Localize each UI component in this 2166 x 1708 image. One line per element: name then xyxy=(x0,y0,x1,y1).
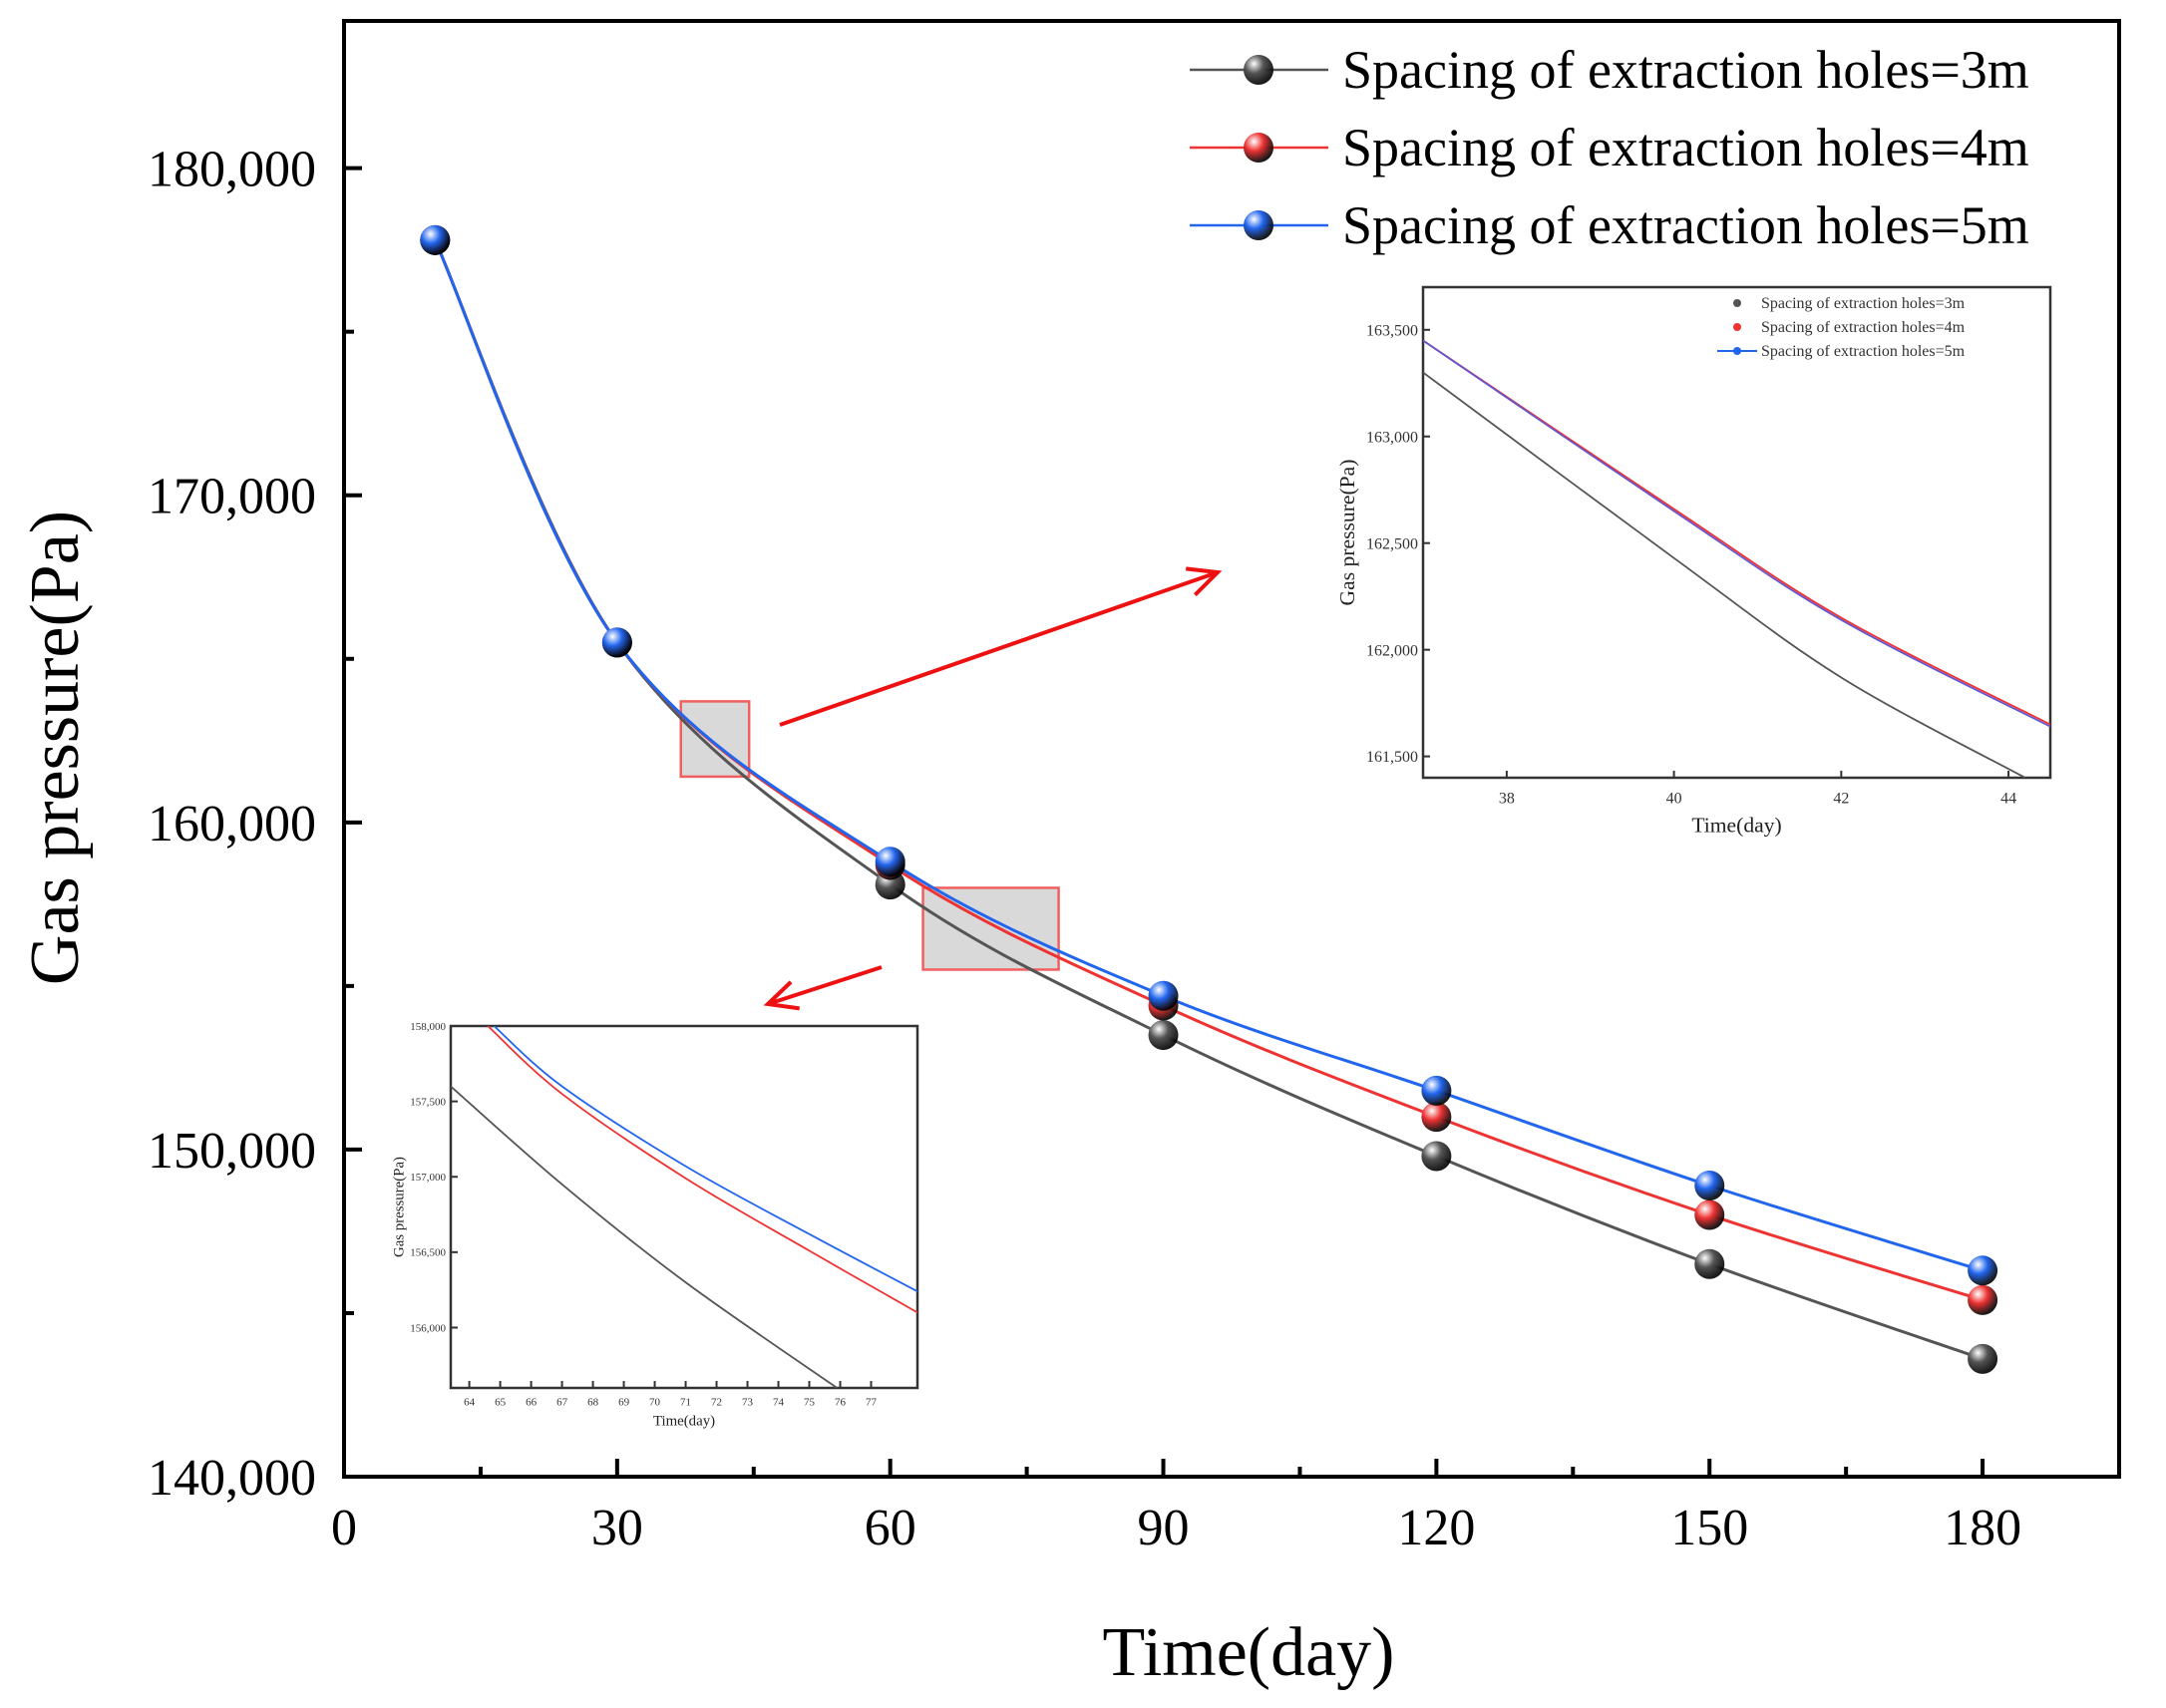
upper-inset-y-tick-label: 162,000 xyxy=(1366,642,1418,659)
y-axis-title: Gas pressure(Pa) xyxy=(17,511,94,985)
legend-label: Spacing of extraction holes=3m xyxy=(1342,40,2029,100)
upper-inset-x-tick-label: 40 xyxy=(1666,791,1682,808)
lower-inset-x-tick-label: 67 xyxy=(556,1397,568,1409)
upper-inset-legend-marker xyxy=(1733,347,1741,355)
x-tick-label: 60 xyxy=(865,1500,916,1556)
x-tick-label: 0 xyxy=(331,1500,357,1556)
upper-inset-frame xyxy=(1421,285,2052,780)
legend-marker xyxy=(1244,133,1273,163)
x-tick-label: 120 xyxy=(1397,1500,1475,1556)
y-tick-label: 140,000 xyxy=(148,1450,316,1507)
lower-inset-x-title: Time(day) xyxy=(653,1413,715,1429)
lower-inset-x-tick-label: 68 xyxy=(587,1397,599,1409)
legend-marker xyxy=(1244,55,1273,85)
arrow-to-upper-inset-head xyxy=(1185,566,1223,597)
lower-inset-x-tick-label: 74 xyxy=(773,1397,785,1409)
data-point-4m xyxy=(1968,1284,1998,1315)
x-tick-label: 30 xyxy=(591,1500,643,1556)
lower-inset-y-tick-label: 157,500 xyxy=(410,1096,446,1108)
y-tick-label: 170,000 xyxy=(148,469,316,525)
lower-inset-x-tick-label: 75 xyxy=(804,1397,816,1409)
upper-inset-x-tick-label: 44 xyxy=(2000,791,2016,808)
lower-inset-series-5m xyxy=(493,1026,917,1292)
lower-inset-x-tick-label: 66 xyxy=(526,1397,538,1409)
data-point-5m xyxy=(875,847,905,877)
arrow-to-upper-inset xyxy=(779,570,1219,727)
data-point-5m xyxy=(1694,1171,1725,1200)
upper-inset: 38 40 42 44 161,500 162,000 162,500 163,000 163,… xyxy=(1335,285,2052,837)
legend-label: Spacing of extraction holes=5m xyxy=(1342,195,2029,255)
upper-inset-legend-label: Spacing of extraction holes=3m xyxy=(1761,295,1966,312)
lower-inset: 64 65 66 67 68 69 70 71 72 73 74 75 76 77 156,000 156,5… xyxy=(392,1021,919,1429)
data-point-3m xyxy=(1148,1020,1179,1051)
lower-inset-y-title: Gas pressure(Pa) xyxy=(392,1157,408,1257)
lower-inset-x-tick-label: 71 xyxy=(680,1397,691,1409)
data-point-5m xyxy=(420,224,451,255)
data-point-3m xyxy=(1968,1343,1998,1374)
lower-inset-y-tick-label: 158,000 xyxy=(410,1021,446,1033)
x-axis-title: Time(day) xyxy=(1103,1614,1395,1691)
lower-inset-x-tick-label: 69 xyxy=(618,1397,630,1409)
data-point-5m xyxy=(1968,1255,1998,1286)
upper-inset-y-title: Gas pressure(Pa) xyxy=(1335,460,1359,606)
legend-label: Spacing of extraction holes=4m xyxy=(1342,118,2029,177)
upper-inset-y-tick-label: 163,000 xyxy=(1366,429,1418,446)
x-tick-label: 90 xyxy=(1138,1500,1190,1556)
upper-inset-legend-marker xyxy=(1733,323,1741,331)
upper-inset-legend-label: Spacing of extraction holes=5m xyxy=(1761,343,1966,360)
data-point-5m xyxy=(1148,980,1179,1011)
x-tick-label: 150 xyxy=(1670,1500,1748,1556)
y-tick-label: 180,000 xyxy=(148,142,316,198)
upper-inset-lines xyxy=(1423,339,2050,778)
y-tick-label: 160,000 xyxy=(148,796,316,853)
data-point-4m xyxy=(1694,1199,1725,1230)
zoom-region-1 xyxy=(679,700,751,779)
arrow-to-lower-inset xyxy=(767,965,883,1006)
data-point-3m xyxy=(1421,1141,1452,1172)
upper-inset-y-tick-label: 163,500 xyxy=(1366,322,1418,339)
lower-inset-lines xyxy=(451,1026,917,1388)
upper-inset-legend-marker xyxy=(1733,299,1741,307)
lower-inset-x-tick-label: 77 xyxy=(866,1397,878,1409)
lower-inset-frame xyxy=(449,1024,919,1390)
upper-inset-legend-label: Spacing of extraction holes=4m xyxy=(1761,319,1966,336)
upper-inset-series-3m xyxy=(1423,371,2026,778)
lower-inset-x-tick-label: 70 xyxy=(649,1397,661,1409)
lower-inset-series-3m xyxy=(451,1085,838,1388)
y-tick-label: 150,000 xyxy=(148,1123,316,1180)
upper-inset-x-title: Time(day) xyxy=(1691,813,1781,837)
arrow-to-lower-inset-head xyxy=(763,980,800,1011)
x-tick-label: 180 xyxy=(1944,1500,2021,1556)
zoom-region-2 xyxy=(921,886,1060,971)
upper-inset-x-tick-label: 38 xyxy=(1499,791,1515,808)
data-point-4m xyxy=(1421,1102,1452,1133)
data-point-3m xyxy=(1694,1248,1725,1279)
upper-inset-y-tick-label: 161,500 xyxy=(1366,749,1418,766)
lower-inset-x-tick-label: 76 xyxy=(835,1397,847,1409)
lower-inset-y-tick-label: 157,000 xyxy=(410,1172,446,1184)
upper-inset-x-tick-label: 42 xyxy=(1833,791,1849,808)
lower-inset-y-tick-label: 156,000 xyxy=(410,1322,446,1334)
legend-marker xyxy=(1244,210,1273,240)
upper-inset-y-tick-label: 162,500 xyxy=(1366,535,1418,552)
lower-inset-x-tick-label: 65 xyxy=(495,1397,507,1409)
lower-inset-x-tick-label: 72 xyxy=(711,1397,722,1409)
lower-inset-x-tick-label: 73 xyxy=(742,1397,754,1409)
data-point-5m xyxy=(1421,1075,1452,1106)
lower-inset-y-tick-label: 156,500 xyxy=(410,1247,446,1259)
lower-inset-series-4m xyxy=(487,1026,917,1314)
data-point-5m xyxy=(601,627,632,658)
lower-inset-x-tick-label: 64 xyxy=(464,1397,476,1409)
upper-inset-series-5m xyxy=(1423,339,2050,728)
